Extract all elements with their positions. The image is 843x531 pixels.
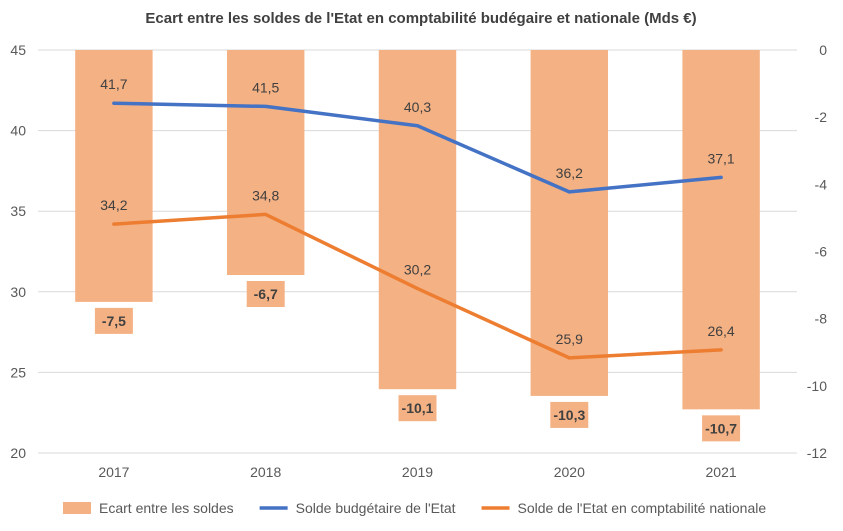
bar-label-box	[398, 395, 437, 422]
line-solde-budgetaire	[112, 101, 723, 194]
legend-label: Solde de l'Etat en comptabilité national…	[518, 500, 767, 516]
y-right-tick-label: -6	[815, 244, 828, 260]
x-tick-label: 2019	[402, 464, 433, 480]
bar	[530, 50, 609, 396]
bar-data-label: -10,3	[553, 407, 585, 423]
line-data-label: 25,9	[556, 331, 583, 347]
bar-label-box	[702, 415, 741, 442]
line-data-label: 26,4	[707, 323, 734, 339]
bar	[378, 50, 457, 390]
y-left-tick-label: 35	[10, 203, 26, 219]
x-tick-label: 2017	[98, 464, 129, 480]
legend-label: Solde budgétaire de l'Etat	[296, 500, 456, 516]
line-data-label: 34,2	[100, 197, 127, 213]
x-tick-label: 2018	[250, 464, 281, 480]
legend-swatch-bar	[63, 502, 91, 514]
chart-title: Ecart entre les soldes de l'Etat en comp…	[145, 10, 696, 27]
bar	[226, 50, 305, 276]
x-tick-label: 2020	[554, 464, 585, 480]
line-data-label: 41,5	[252, 79, 279, 95]
data-labels: -7,5 -6,7 -10,1 -10,3 -10,7 41,7 41,5 40,3 36,2 3…	[94, 76, 741, 442]
y-right-tick-label: -8	[815, 311, 828, 327]
line-series	[112, 101, 723, 360]
bar-label-box	[94, 307, 133, 334]
y-left-tick-label: 20	[10, 445, 26, 461]
bar-data-label: -10,1	[402, 400, 434, 416]
y-right-tick-label: -10	[807, 378, 827, 394]
y-left-tick-label: 25	[10, 364, 26, 380]
y-left-tick-label: 40	[10, 123, 26, 139]
bar	[75, 50, 153, 302]
y-right-tick-label: -2	[815, 109, 828, 125]
bar-data-label: -10,7	[705, 420, 737, 436]
bar-label-box	[550, 401, 589, 428]
y-right-tick-label: -12	[807, 445, 827, 461]
line-data-label: 41,7	[100, 76, 127, 92]
legend: Ecart entre les soldes Solde budgétaire d…	[63, 500, 766, 516]
line-data-label: 30,2	[404, 262, 431, 278]
axes: 20 25 30 35 40 45 0 -2 -4 -6 -8 -10 -12 2017 2018 2019 2…	[10, 42, 827, 480]
line-solde-comptabilite-nationale	[112, 212, 723, 360]
line-data-label: 34,8	[252, 187, 279, 203]
bar-series	[75, 50, 760, 410]
y-right-tick-label: 0	[819, 42, 827, 58]
legend-label: Ecart entre les soldes	[99, 500, 234, 516]
bar-data-label: -7,5	[102, 313, 126, 329]
line-data-label: 40,3	[404, 99, 431, 115]
y-right-tick-label: -4	[815, 176, 828, 192]
line-data-label: 37,1	[707, 150, 734, 166]
line-data-label: 36,2	[556, 165, 583, 181]
y-left-tick-label: 30	[10, 284, 26, 300]
bar	[682, 50, 760, 410]
x-tick-label: 2021	[706, 464, 737, 480]
bar-label-box	[246, 281, 285, 308]
bar-data-label: -6,7	[254, 286, 278, 302]
y-left-tick-label: 45	[10, 42, 26, 58]
